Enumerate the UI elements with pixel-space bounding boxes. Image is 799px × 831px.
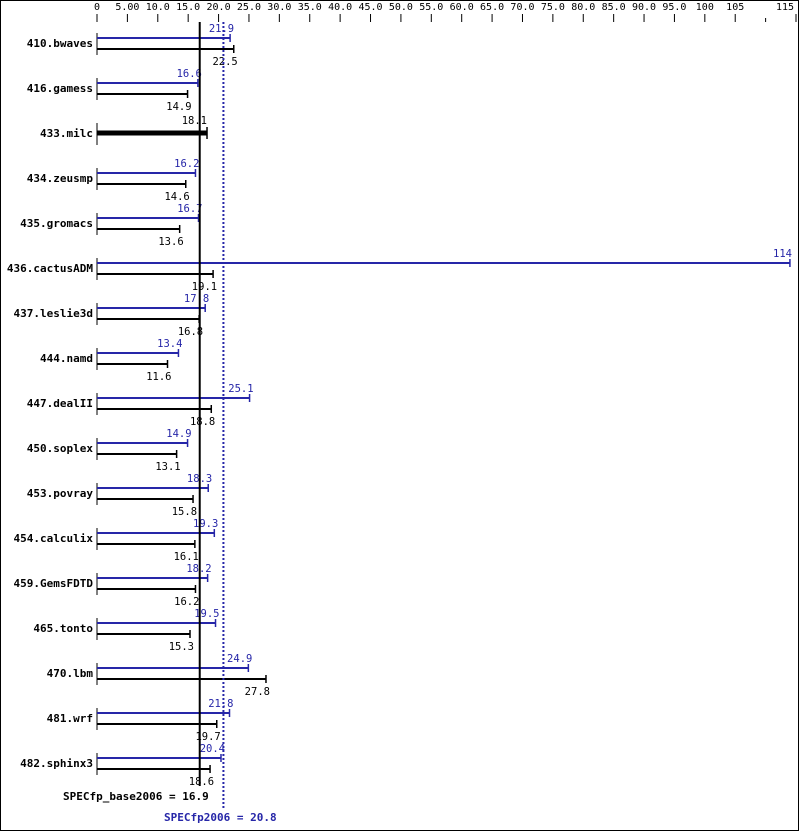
x-tick-label: 50.0 xyxy=(389,2,413,13)
benchmark-row: 410.bwaves 21.9 22.5 xyxy=(27,23,238,68)
x-axis: 0 5.00 10.0 15.0 20.0 25.0 30.0 35.0 40.0 45.0 50.… xyxy=(94,2,797,22)
summary-lines xyxy=(198,22,225,808)
benchmark-label: 437.leslie3d xyxy=(14,307,93,320)
x-tick-label: 85.0 xyxy=(602,2,626,13)
x-tick-label: 75.0 xyxy=(541,2,565,13)
x-tick-label: 0 xyxy=(94,2,100,13)
benchmark-row: 433.milc 18.1 xyxy=(40,115,208,145)
peak-value-label: 24.9 xyxy=(227,653,252,665)
benchmark-row: 447.dealII 25.1 18.8 xyxy=(27,383,254,428)
x-tick-label: 105 xyxy=(726,2,744,13)
base-value-label: 15.3 xyxy=(169,641,194,653)
peak-value-label: 20.4 xyxy=(200,743,225,755)
base-value-label: 18.1 xyxy=(182,115,207,127)
peak-value-label: 13.4 xyxy=(157,338,182,350)
x-tick-label: 25.0 xyxy=(237,2,261,13)
peak-value-label: 16.2 xyxy=(174,158,199,170)
x-tick-label: 115 xyxy=(776,2,794,13)
benchmark-label: 470.lbm xyxy=(47,667,94,680)
base-value-label: 19.1 xyxy=(192,281,217,293)
benchmark-row: 481.wrf 21.8 19.7 xyxy=(47,698,234,743)
x-tick-label: 60.0 xyxy=(450,2,474,13)
x-tick-label: 55.0 xyxy=(419,2,443,13)
benchmark-label: 433.milc xyxy=(40,127,93,140)
peak-value-label: 17.8 xyxy=(184,293,209,305)
benchmark-row: 416.gamess 16.6 14.9 xyxy=(27,68,202,113)
base-value-label: 27.8 xyxy=(245,686,270,698)
benchmark-label: 447.dealII xyxy=(27,397,93,410)
x-tick-label: 35.0 xyxy=(298,2,322,13)
benchmark-label: 481.wrf xyxy=(47,712,93,725)
benchmark-label: 450.soplex xyxy=(27,442,94,455)
benchmark-label: 410.bwaves xyxy=(27,37,93,50)
x-tick-label: 5.00 xyxy=(115,2,139,13)
benchmark-label: 435.gromacs xyxy=(20,217,93,230)
base-value-label: 16.2 xyxy=(174,596,199,608)
x-tick-label: 30.0 xyxy=(267,2,291,13)
benchmark-row: 444.namd 13.4 11.6 xyxy=(40,338,182,383)
benchmark-label: 444.namd xyxy=(40,352,93,365)
benchmark-label: 436.cactusADM xyxy=(7,262,93,275)
benchmark-label: 454.calculix xyxy=(14,532,94,545)
peak-value-label: 21.8 xyxy=(208,698,233,710)
base-value-label: 14.9 xyxy=(166,101,191,113)
benchmark-row: 435.gromacs 16.7 13.6 xyxy=(20,203,202,248)
peak-value-label: 114 xyxy=(773,248,792,260)
peak-value-label: 16.6 xyxy=(177,68,202,80)
x-tick-label: 40.0 xyxy=(328,2,352,13)
base-value-label: 18.6 xyxy=(189,776,214,788)
base-value-label: 13.1 xyxy=(155,461,180,473)
benchmark-label: 434.zeusmp xyxy=(27,172,94,185)
x-tick-label: 90.0 xyxy=(632,2,656,13)
base-value-label: 16.8 xyxy=(178,326,203,338)
peak-value-label: 16.7 xyxy=(177,203,202,215)
x-tick-label: 15.0 xyxy=(176,2,200,13)
benchmark-row: 434.zeusmp 16.2 14.6 xyxy=(27,158,200,203)
x-tick-label: 10.0 xyxy=(146,2,170,13)
peak-value-label: 14.9 xyxy=(166,428,191,440)
base-value-label: 14.6 xyxy=(164,191,189,203)
base-value-label: 18.8 xyxy=(190,416,215,428)
x-tick-label: 70.0 xyxy=(510,2,534,13)
base-value-label: 13.6 xyxy=(158,236,183,248)
benchmark-label: 416.gamess xyxy=(27,82,93,95)
x-tick-label: 95.0 xyxy=(662,2,686,13)
benchmark-row: 450.soplex 14.9 13.1 xyxy=(27,428,192,473)
peak-value-label: 21.9 xyxy=(209,23,234,35)
peak-summary-label: SPECfp2006 = 20.8 xyxy=(164,811,277,824)
x-tick-label: 80.0 xyxy=(571,2,595,13)
benchmark-label: 465.tonto xyxy=(33,622,93,635)
x-tick-label: 100 xyxy=(696,2,714,13)
x-tick-label: 20.0 xyxy=(207,2,231,13)
benchmark-row: 436.cactusADM 114 19.1 xyxy=(7,248,792,293)
benchmark-row: 470.lbm 24.9 27.8 xyxy=(47,653,270,698)
x-tick-label: 45.0 xyxy=(358,2,382,13)
base-summary-label: SPECfp_base2006 = 16.9 xyxy=(63,790,209,803)
base-value-label: 19.7 xyxy=(195,731,220,743)
benchmark-row: 437.leslie3d 17.8 16.8 xyxy=(14,293,210,338)
x-tick-label: 65.0 xyxy=(480,2,504,13)
peak-value-label: 25.1 xyxy=(228,383,253,395)
base-value-label: 11.6 xyxy=(146,371,171,383)
base-value-label: 22.5 xyxy=(212,56,237,68)
base-value-label: 15.8 xyxy=(172,506,197,518)
base-value-label: 16.1 xyxy=(174,551,199,563)
benchmark-rows: 410.bwaves 21.9 22.5 416.gamess 16.6 14.9 433.… xyxy=(7,23,792,788)
benchmark-label: 482.sphinx3 xyxy=(20,757,93,770)
benchmark-label: 459.GemsFDTD xyxy=(14,577,94,590)
peak-value-label: 19.3 xyxy=(193,518,218,530)
peak-value-label: 19.5 xyxy=(194,608,219,620)
benchmark-label: 453.povray xyxy=(27,487,94,500)
